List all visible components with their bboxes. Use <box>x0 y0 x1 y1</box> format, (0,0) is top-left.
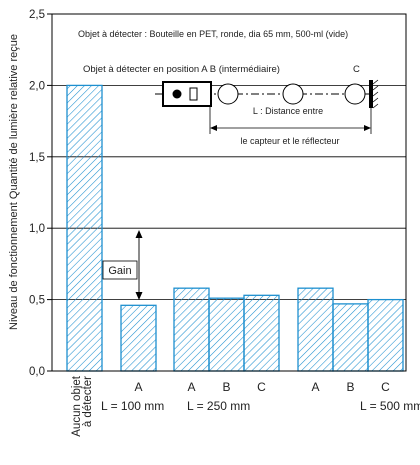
axes <box>51 13 407 372</box>
distance-arrowhead-left-icon <box>210 125 217 131</box>
bar <box>297 287 334 372</box>
x-label-position: A <box>187 380 195 394</box>
x-label-no-object: Aucun objet <box>71 375 83 437</box>
y-tick-label: 0,5 <box>29 295 45 307</box>
position-text: Objet à détecter en position A B (interm… <box>83 64 280 75</box>
gain-label-box <box>102 260 138 280</box>
bar <box>208 297 245 372</box>
receiver-icon <box>189 87 198 101</box>
bars <box>66 84 404 372</box>
y-ticks: 0,0 0,5 1,0 1,5 2,0 2,5 <box>29 9 52 378</box>
distance-label-line1: L : Distance entre <box>253 106 323 116</box>
y-tick-label: 2,5 <box>29 9 45 21</box>
x-group-label: L = 100 mm <box>101 399 164 413</box>
emitter-icon <box>172 89 182 99</box>
distance-arrowhead-right-icon <box>364 125 371 131</box>
x-label-no-object: à détecter <box>82 376 94 427</box>
bar <box>332 303 369 372</box>
y-axis-label: Niveau de fonctionnement Quantité de lum… <box>8 34 20 330</box>
x-label-position: A <box>134 380 142 394</box>
gain-arrowhead-up-icon <box>135 230 143 238</box>
grid <box>52 13 406 301</box>
reflector-hatch-icon <box>372 79 379 109</box>
gain-arrowhead-down-icon <box>135 292 143 300</box>
x-label-position: B <box>222 380 230 394</box>
distance-label-line2: le capteur et le réflecteur <box>240 136 339 146</box>
y-tick-label: 1,5 <box>29 152 45 164</box>
reflector-icon <box>369 80 373 108</box>
x-label-position: B <box>346 380 354 394</box>
x-group-label: L = 250 mm <box>187 399 250 413</box>
position-c-label: C <box>353 64 360 75</box>
x-label-position: C <box>381 380 390 394</box>
bar <box>173 287 210 372</box>
bar <box>367 298 404 372</box>
object-position-b-icon <box>282 83 304 105</box>
x-group-label: L = 500 mm <box>360 399 420 413</box>
plot-frame <box>51 13 407 372</box>
object-position-a-icon <box>217 83 239 105</box>
x-label-position: A <box>311 380 319 394</box>
chart-subtitle: Objet à détecter : Bouteille en PET, ron… <box>78 29 348 39</box>
object-position-c-icon <box>344 83 366 105</box>
y-tick-label: 2,0 <box>29 80 45 92</box>
bar <box>120 304 157 372</box>
x-label-position: C <box>257 380 266 394</box>
bar <box>243 294 280 372</box>
detection-schematic: Objet à détecter en position A B (interm… <box>83 64 379 146</box>
sensor-icon <box>162 81 212 107</box>
y-tick-label: 1,0 <box>29 223 45 235</box>
x-labels: Aucun objet à détecter A A B C A B C L = 100 mm L … <box>71 375 420 437</box>
y-tick-label: 0,0 <box>29 366 45 378</box>
gain-annotation: Gain <box>102 230 143 300</box>
gain-label: Gain <box>108 265 131 277</box>
bar <box>66 84 103 372</box>
